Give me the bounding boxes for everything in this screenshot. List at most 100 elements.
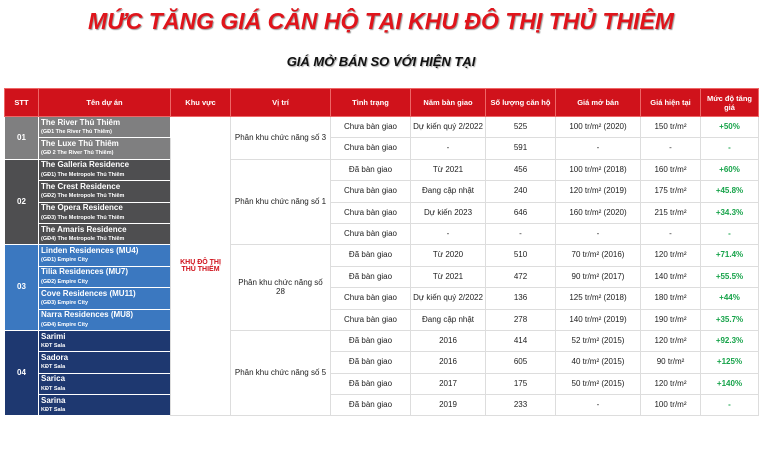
open-price-cell: 50 tr/m² (2015) [555, 372, 641, 396]
units-cell: 233 [485, 394, 556, 417]
project-name: Sadora [41, 352, 69, 362]
project-name-cell: Tilia Residences (MU7) (GĐ2) Empire City [38, 265, 171, 289]
current-price-cell: 150 tr/m² [640, 115, 701, 139]
change-cell: +140% [700, 372, 759, 396]
location-cell: Phân khu chức năng số 5 [230, 329, 331, 417]
stt-cell: 02 [4, 158, 39, 246]
project-name-cell: Sarica KĐT Sala [38, 372, 171, 396]
open-price-cell: 70 tr/m² (2016) [555, 244, 641, 267]
project-name: The Opera Residence [41, 203, 123, 213]
handover-cell: - [410, 222, 486, 246]
project-name-cell: The Galleria Residence (GĐ1) The Metropol… [38, 158, 171, 182]
current-price-cell: 215 tr/m² [640, 201, 701, 224]
project-name-cell: Cove Residences (MU11) (GĐ3) Empire City [38, 287, 171, 310]
units-cell: 136 [485, 287, 556, 310]
handover-cell: Từ 2021 [410, 158, 486, 182]
subtitle: GIÁ MỞ BÁN SO VỚI HIỆN TẠI [286, 54, 476, 69]
open-price-cell: 140 tr/m² (2019) [555, 308, 641, 331]
stt-cell: 03 [4, 244, 39, 331]
project-phase: (GĐ2) The Metropole Thủ Thiêm [41, 193, 125, 200]
open-price-cell: - [555, 222, 641, 246]
units-cell: 414 [485, 329, 556, 353]
status-cell: Đã bàn giao [330, 329, 411, 353]
table-body: 01 The River Thủ Thiêm (GĐ1 The River Thủ … [4, 115, 759, 417]
location-cell: Phân khu chức năng số 3 [230, 116, 331, 160]
column-header: Mức độ tăng giá [700, 88, 759, 117]
column-header: Tình trạng [330, 88, 411, 117]
units-cell: 278 [485, 308, 556, 331]
table-row: The Amaris Residence (GĐ4) The Metropole … [5, 222, 759, 246]
change-cell: +44% [700, 287, 759, 310]
units-cell: 510 [485, 244, 556, 267]
handover-cell: 2016 [410, 351, 486, 374]
project-phase: KĐT Sala [41, 407, 66, 414]
handover-cell: Đang cập nhật [410, 180, 486, 203]
header-row: STT Tên dự án Khu vực Vị trí Tình trạng Năm b… [4, 88, 759, 117]
project-name-cell: The Luxe Thủ Thiêm (GĐ 2 The River Thủ Th… [38, 137, 171, 160]
open-price-cell: 40 tr/m² (2015) [555, 351, 641, 374]
current-price-cell: 160 tr/m² [640, 158, 701, 182]
project-phase: (GĐ2) Empire City [41, 278, 89, 285]
project-phase: (GĐ1) The Metropole Thủ Thiêm [41, 171, 125, 178]
open-price-cell: 52 tr/m² (2015) [555, 329, 641, 353]
table-row: The Crest Residence (GĐ2) The Metropole T… [5, 180, 759, 203]
project-name-cell: Sarina KĐT Sala [38, 394, 171, 417]
project-name-cell: Sarimi KĐT Sala [38, 329, 171, 353]
status-cell: Đã bàn giao [330, 265, 411, 289]
current-price-cell: 180 tr/m² [640, 287, 701, 310]
handover-cell: 2017 [410, 372, 486, 396]
column-header: Giá hiện tại [640, 88, 701, 117]
column-header: Tên dự án [38, 88, 171, 117]
table-row: 03 Linden Residences (MU4) (GĐ1) Empire Ci… [4, 244, 759, 331]
table-row: Cove Residences (MU11) (GĐ3) Empire City C… [5, 287, 759, 310]
table-row: Sarina KĐT Sala Đã bàn giao 2019 233-100 tr/… [5, 394, 759, 417]
current-price-cell: 100 tr/m² [640, 394, 701, 417]
status-cell: Chưa bàn giao [330, 180, 411, 203]
project-name-cell: Sadora KĐT Sala [38, 351, 171, 374]
current-price-cell: 120 tr/m² [640, 244, 701, 267]
change-cell: +92.3% [700, 329, 759, 353]
project-phase: (GĐ4) Empire City [41, 321, 89, 328]
status-cell: Chưa bàn giao [330, 308, 411, 331]
current-price-cell: - [640, 137, 701, 160]
project-phase: KĐT Sala [41, 364, 66, 371]
handover-cell: Từ 2021 [410, 265, 486, 289]
table-row: 01 The River Thủ Thiêm (GĐ1 The River Thủ … [4, 115, 759, 417]
handover-cell: 2016 [410, 329, 486, 353]
change-cell: +125% [700, 351, 759, 374]
current-price-cell: - [640, 222, 701, 246]
change-cell: +55.5% [700, 265, 759, 289]
stt-cell: 01 [4, 116, 39, 160]
project-phase: (GĐ4) The Metropole Thủ Thiêm [41, 235, 125, 242]
project-phase: (GĐ3) Empire City [41, 300, 89, 307]
project-phase: KĐT Sala [41, 342, 66, 349]
open-price-cell: 90 tr/m² (2017) [555, 265, 641, 289]
current-price-cell: 90 tr/m² [640, 351, 701, 374]
open-price-cell: 120 tr/m² (2019) [555, 180, 641, 203]
column-header: Khu vực [170, 88, 231, 117]
project-name: The Crest Residence [41, 181, 121, 191]
project-name-cell: Narra Residences (MU8) (GĐ4) Empire City [38, 308, 171, 331]
location-cell: Phân khu chức năng số 28 [230, 244, 331, 331]
table-row: 02 The Galleria Residence (GĐ1) The Metrop… [4, 158, 759, 246]
change-cell: +71.4% [700, 244, 759, 267]
status-cell: Đã bàn giao [330, 351, 411, 374]
units-cell: 605 [485, 351, 556, 374]
project-phase: (GĐ1) Empire City [41, 257, 89, 264]
units-cell: 472 [485, 265, 556, 289]
handover-cell: Dự kiến quý 2/2022 [410, 287, 486, 310]
project-phase: (GĐ3) The Metropole Thủ Thiêm [41, 214, 125, 221]
handover-cell: Dự kiến 2023 [410, 201, 486, 224]
title: MỨC TĂNG GIÁ CĂN HỘ TẠI KHU ĐÔ THỊ THỦ T… [88, 8, 674, 34]
units-cell: 240 [485, 180, 556, 203]
units-cell: - [485, 222, 556, 246]
table-row: The Opera Residence (GĐ3) The Metropole T… [5, 201, 759, 224]
project-name-cell: The Amaris Residence (GĐ4) The Metropole … [38, 222, 171, 246]
change-cell: +45.8% [700, 180, 759, 203]
table-row: Sarica KĐT Sala Đã bàn giao 2017 175 50 tr/m²… [5, 372, 759, 396]
table-row: The Luxe Thủ Thiêm (GĐ 2 The River Thủ Th… [5, 137, 759, 160]
stt-cell: 04 [4, 329, 39, 417]
status-cell: Chưa bàn giao [330, 137, 411, 160]
project-phase: KĐT Sala [41, 385, 66, 392]
